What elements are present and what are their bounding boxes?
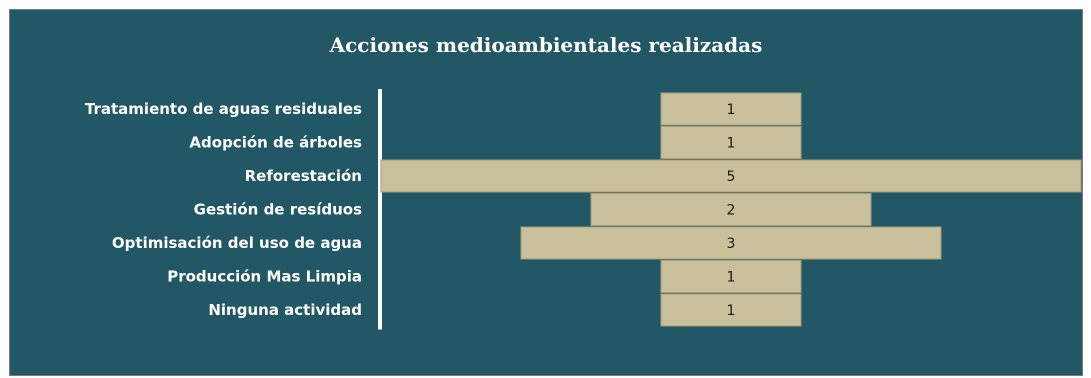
category-label: Ninguna actividad — [208, 301, 362, 319]
category-label: Gestión de resíduos — [194, 201, 362, 219]
bar — [590, 193, 872, 226]
category-label: Optimisación del uso de agua — [112, 234, 362, 252]
data-label: 1 — [727, 303, 736, 319]
bar — [660, 260, 802, 293]
category-label: Tratamiento de aguas residuales — [85, 100, 362, 118]
bar — [660, 293, 802, 327]
category-label: Reforestación — [245, 167, 362, 185]
data-label: 2 — [727, 203, 736, 219]
data-label: 1 — [727, 270, 736, 286]
bar — [380, 159, 1082, 193]
bar — [660, 126, 802, 159]
data-label: 1 — [727, 136, 736, 152]
category-label: Adopción de árboles — [189, 134, 362, 152]
data-label: 5 — [727, 169, 736, 185]
chart-title: Acciones medioambientales realizadas — [329, 33, 763, 57]
data-label: 1 — [727, 102, 736, 118]
category-label: Producción Mas Limpia — [167, 268, 362, 286]
bar — [520, 226, 942, 260]
data-label: 3 — [727, 236, 736, 252]
bar — [660, 92, 802, 126]
